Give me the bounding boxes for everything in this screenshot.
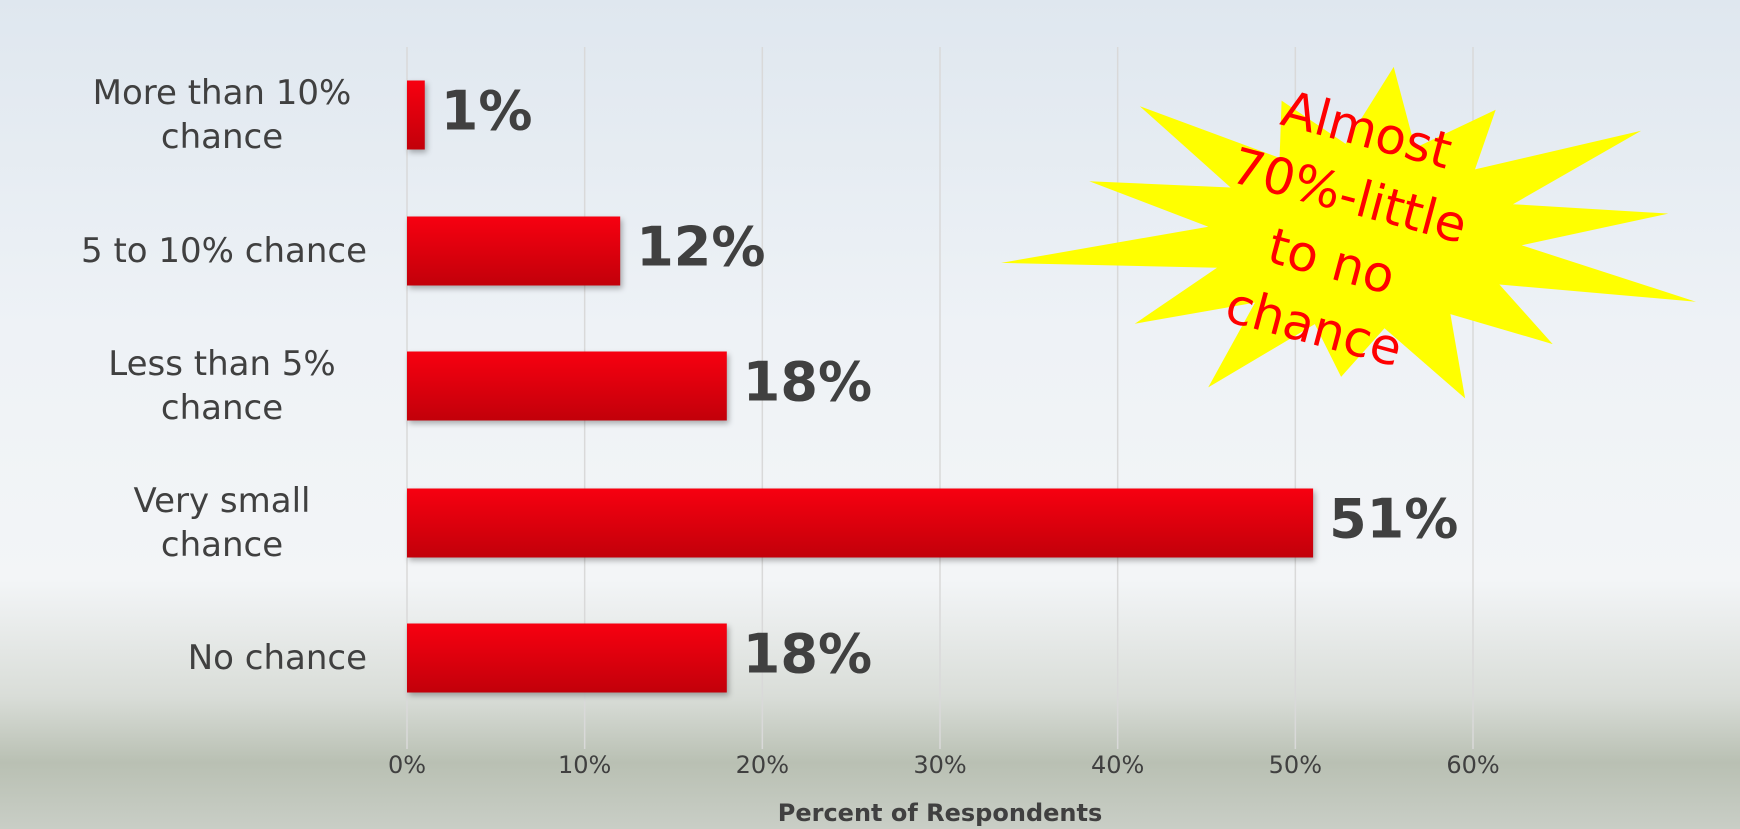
- value-label: 18%: [743, 623, 872, 686]
- starburst: [1001, 66, 1696, 399]
- y-tick-label: 5 to 10% chance: [81, 230, 367, 271]
- x-axis-title: Percent of Respondents: [778, 799, 1103, 827]
- category-label-box: More than 10% chance: [0, 71, 367, 159]
- y-tick-label: More than 10% chance: [92, 72, 352, 157]
- value-label: 1%: [441, 80, 533, 143]
- value-label: 51%: [1329, 488, 1458, 551]
- x-tick-label: 30%: [913, 751, 966, 779]
- x-tick-label: 10%: [558, 751, 611, 779]
- y-tick-label: No chance: [187, 637, 367, 678]
- x-tick-label: 20%: [736, 751, 789, 779]
- value-label: 12%: [636, 216, 765, 279]
- y-tick-label: Less than 5% chance: [108, 343, 336, 428]
- bar: [407, 351, 727, 421]
- x-tick-label: 40%: [1091, 751, 1144, 779]
- y-tick-label: Very small chance: [133, 480, 311, 565]
- category-label-box: 5 to 10% chance: [0, 229, 367, 273]
- bar: [407, 488, 1314, 558]
- x-tick-label: 60%: [1446, 751, 1499, 779]
- category-label-box: Less than 5% chance: [0, 342, 367, 430]
- x-tick-label: 0%: [388, 751, 426, 779]
- category-label-box: No chance: [0, 636, 367, 680]
- bar: [407, 623, 727, 693]
- value-label: 18%: [743, 351, 872, 414]
- x-tick-label: 50%: [1269, 751, 1322, 779]
- bar: [407, 216, 621, 286]
- bar: [407, 80, 425, 150]
- category-label-box: Very small chance: [0, 479, 367, 567]
